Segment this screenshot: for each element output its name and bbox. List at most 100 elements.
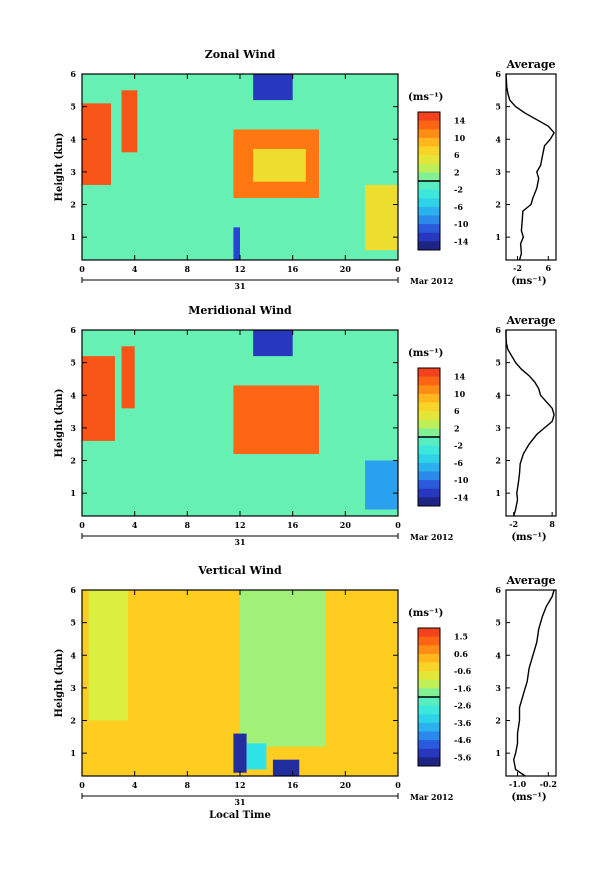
colorbar-swatch: [418, 376, 440, 386]
colorbar-swatch: [418, 385, 440, 395]
colorbar-swatch: [418, 215, 440, 225]
date-month: Mar 2012: [410, 276, 453, 286]
heatmap-region: [246, 743, 267, 770]
heatmap-region: [253, 330, 293, 357]
colorbar-swatch: [418, 757, 440, 767]
profile-title: Average: [505, 58, 555, 71]
profile-y-tick-label: 3: [495, 683, 501, 693]
colorbar-tick-label: -10: [454, 475, 469, 485]
colorbar-swatch: [418, 722, 440, 732]
profile-x-tick-label: -2: [513, 263, 522, 273]
x-tick-label: 0: [395, 264, 401, 274]
colorbar-swatch: [418, 146, 440, 156]
y-tick-label: 2: [70, 456, 76, 466]
profile-x-tick-label: -1.0: [509, 779, 527, 789]
colorbar-tick-label: -3.6: [454, 718, 472, 728]
colorbar-swatch: [418, 662, 440, 672]
y-axis-label: Height (km): [54, 389, 65, 458]
x-tick-label: 8: [185, 264, 191, 274]
colorbar-swatch: [418, 411, 440, 421]
colorbar-swatch: [418, 224, 440, 234]
date-day: 31: [234, 797, 245, 807]
colorbar-swatch: [418, 497, 440, 507]
profile-y-tick-label: 4: [495, 650, 501, 660]
colorbar-swatch: [418, 688, 440, 698]
colorbar-tick-label: -4.6: [454, 735, 472, 745]
colorbar-swatch: [418, 628, 440, 638]
profile-y-tick-label: 6: [495, 69, 501, 79]
heatmap-region: [82, 103, 111, 185]
colorbar-tick-label: -5.6: [454, 752, 472, 762]
y-tick-label: 4: [70, 650, 76, 660]
x-tick-label: 20: [340, 780, 352, 790]
y-tick-label: 5: [70, 618, 76, 628]
colorbar-swatch: [418, 697, 440, 707]
x-tick-label: 12: [234, 520, 245, 530]
colorbar-tick-label: -2: [454, 441, 463, 451]
x-tick-label: 12: [234, 780, 245, 790]
colorbar-swatch: [418, 454, 440, 464]
x-tick-label: 12: [234, 264, 245, 274]
colorbar-swatch: [418, 645, 440, 655]
colorbar-swatch: [418, 705, 440, 715]
x-tick-label: 8: [185, 780, 191, 790]
profile-frame: [505, 589, 557, 777]
colorbar-tick-label: 14: [454, 372, 466, 382]
y-axis-label: Height (km): [54, 649, 65, 718]
colorbar-tick-label: 6: [454, 406, 460, 416]
colorbar-swatch: [418, 241, 440, 251]
x-tick-label: 0: [79, 264, 85, 274]
y-tick-label: 6: [70, 585, 76, 595]
colorbar-tick-label: 10: [454, 133, 466, 143]
x-tick-label: 8: [185, 520, 191, 530]
profile-x-label: (ms⁻¹): [511, 276, 546, 287]
colorbar-swatch: [418, 488, 440, 498]
colorbar-swatch: [418, 129, 440, 139]
colorbar-swatch: [418, 172, 440, 182]
panel-title: Vertical Wind: [197, 564, 282, 577]
profile-line: [505, 330, 555, 517]
heatmap-region: [233, 733, 247, 773]
colorbar-tick-label: -2: [454, 185, 463, 195]
profile-x-label: (ms⁻¹): [511, 792, 546, 803]
profile-title: Average: [505, 574, 555, 587]
y-tick-label: 5: [70, 102, 76, 112]
colorbar-tick-label: 1.5: [454, 632, 468, 642]
heatmap-region: [365, 184, 398, 251]
colorbar-swatch: [418, 189, 440, 199]
profile-title: Average: [505, 314, 555, 327]
heatmap-region: [121, 346, 135, 409]
profile-y-tick-label: 2: [495, 200, 501, 210]
panel-title: Meridional Wind: [188, 304, 292, 317]
y-tick-label: 6: [70, 325, 76, 335]
colorbar-swatch: [418, 714, 440, 724]
colorbar-swatch: [418, 419, 440, 429]
colorbar-swatch: [418, 137, 440, 147]
colorbar-tick-label: 6: [454, 150, 460, 160]
colorbar-tick-label: 10: [454, 389, 466, 399]
y-tick-label: 6: [70, 69, 76, 79]
x-tick-label: 0: [79, 520, 85, 530]
x-tick-label: 16: [287, 264, 299, 274]
colorbar-swatch: [418, 671, 440, 681]
colorbar-swatch: [418, 112, 440, 122]
y-tick-label: 2: [70, 200, 76, 210]
colorbar-unit: (ms⁻¹): [408, 348, 443, 359]
colorbar-tick-label: 0.6: [454, 649, 468, 659]
y-tick-label: 4: [70, 390, 76, 400]
x-tick-label: 0: [395, 780, 401, 790]
heatmap-region: [82, 356, 115, 441]
colorbar-swatch: [418, 636, 440, 646]
date-day: 31: [234, 281, 245, 291]
colorbar-swatch: [418, 679, 440, 689]
profile-line: [505, 73, 555, 261]
x-tick-label: 16: [287, 780, 299, 790]
x-tick-label: 4: [132, 264, 138, 274]
x-tick-label: 4: [132, 520, 138, 530]
colorbar-tick-label: -14: [454, 492, 469, 502]
profile-y-tick-label: 1: [495, 232, 501, 242]
heatmap-region: [272, 759, 300, 776]
colorbar-tick-label: -2.6: [454, 701, 472, 711]
colorbar-swatch: [418, 120, 440, 130]
